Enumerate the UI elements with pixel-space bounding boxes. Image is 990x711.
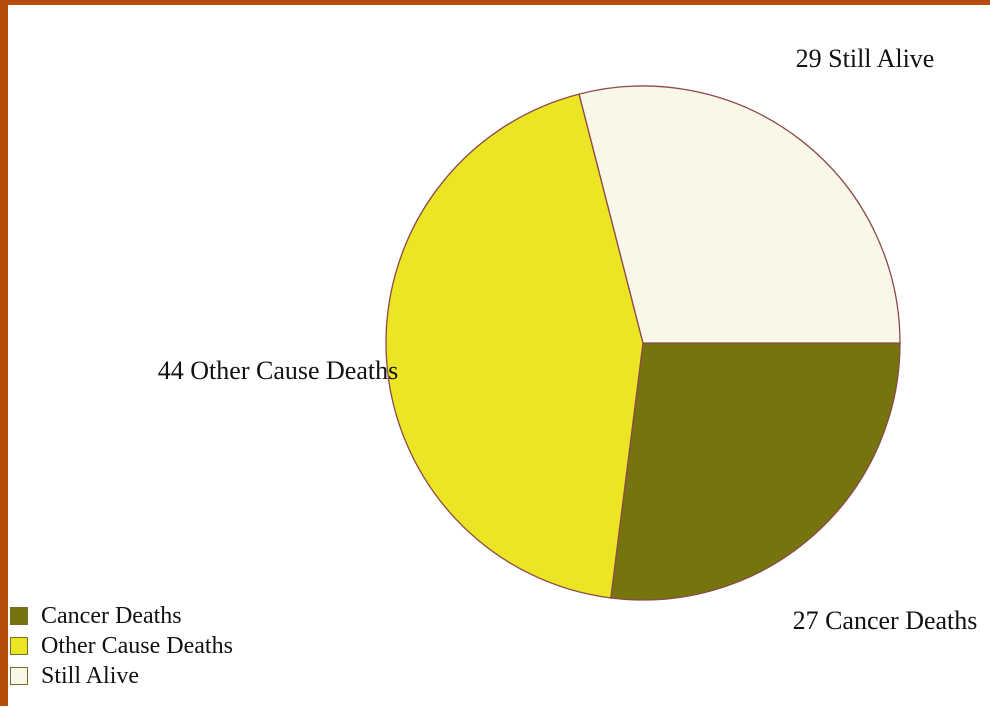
legend-swatch-cancer-deaths bbox=[10, 607, 28, 625]
legend-swatch-still-alive bbox=[10, 667, 28, 685]
pie-slice-cancer-deaths bbox=[610, 342, 901, 601]
legend-label-cancer-deaths: Cancer Deaths bbox=[41, 602, 182, 629]
legend-label-still-alive: Still Alive bbox=[41, 662, 140, 689]
pie-slice-other-cause-deaths bbox=[385, 93, 644, 599]
legend-swatch-other-cause-deaths bbox=[10, 637, 28, 655]
pie-slices bbox=[385, 85, 901, 601]
slice-label-still-alive: 29 Still Alive bbox=[796, 44, 935, 73]
legend-item-still-alive: Still Alive bbox=[10, 661, 233, 691]
legend-item-other-cause-deaths: Other Cause Deaths bbox=[10, 631, 233, 661]
pie-slice-still-alive bbox=[578, 85, 901, 344]
pie-chart: 29 Still Alive 44 Other Cause Deaths 27 … bbox=[158, 44, 978, 635]
legend: Cancer Deaths Other Cause Deaths Still A… bbox=[10, 601, 233, 691]
slice-label-other-cause-deaths: 44 Other Cause Deaths bbox=[158, 356, 398, 385]
slice-label-cancer-deaths: 27 Cancer Deaths bbox=[793, 606, 978, 635]
legend-item-cancer-deaths: Cancer Deaths bbox=[10, 601, 233, 631]
legend-label-other-cause-deaths: Other Cause Deaths bbox=[41, 632, 233, 659]
